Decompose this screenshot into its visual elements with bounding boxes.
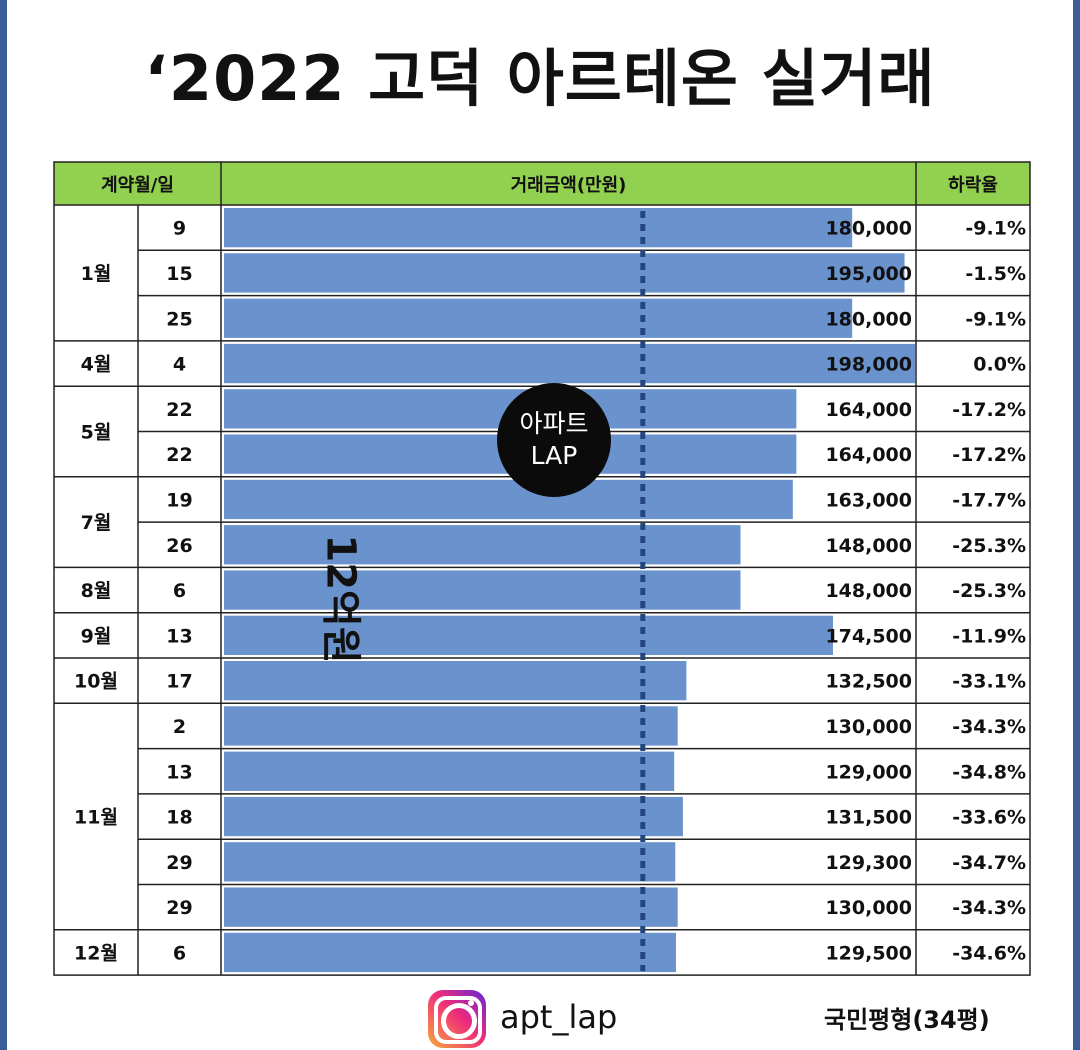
table-outline bbox=[53, 161, 1031, 976]
day-label: 22 bbox=[166, 444, 192, 466]
page-title: ‘2022 고덕 아르테온 실거래 bbox=[144, 42, 936, 115]
value-label: 130,000 bbox=[825, 897, 912, 919]
month-label: 12월 bbox=[74, 942, 118, 964]
instagram-icon-lens bbox=[441, 1003, 477, 1039]
month-label: 8월 bbox=[81, 580, 112, 602]
month-label: 10월 bbox=[74, 671, 118, 693]
apt-lap-badge: 아파트 LAP bbox=[497, 383, 611, 497]
instagram-icon-dot bbox=[468, 1000, 474, 1006]
frame-left-border bbox=[0, 0, 7, 1050]
value-label: 198,000 bbox=[825, 354, 912, 376]
value-label: 164,000 bbox=[825, 399, 912, 421]
value-label: 130,000 bbox=[825, 716, 912, 738]
header-amount: 거래금액(만원) bbox=[511, 175, 627, 196]
value-label: 195,000 bbox=[825, 263, 912, 285]
drop-rate-label: -34.7% bbox=[952, 852, 1026, 874]
value-label: 180,000 bbox=[825, 218, 912, 240]
drop-rate-label: -34.6% bbox=[952, 942, 1026, 964]
instagram-handle[interactable]: apt_lap bbox=[500, 998, 618, 1036]
day-label: 25 bbox=[166, 308, 192, 330]
drop-rate-label: -25.3% bbox=[952, 535, 1026, 557]
day-label: 9 bbox=[173, 218, 186, 240]
day-label: 22 bbox=[166, 399, 192, 421]
drop-rate-label: -33.6% bbox=[952, 807, 1026, 829]
bar bbox=[224, 796, 683, 837]
bar bbox=[224, 706, 678, 746]
day-label: 6 bbox=[173, 942, 186, 964]
instagram-icon bbox=[428, 990, 486, 1048]
drop-rate-label: -34.3% bbox=[952, 716, 1026, 738]
bar bbox=[224, 479, 793, 520]
drop-rate-label: -17.2% bbox=[952, 399, 1026, 421]
drop-rate-label: -9.1% bbox=[965, 308, 1026, 330]
drop-rate-label: -17.7% bbox=[952, 489, 1026, 511]
drop-rate-label: -34.3% bbox=[952, 897, 1026, 919]
value-label: 180,000 bbox=[825, 308, 912, 330]
value-label: 129,500 bbox=[825, 942, 912, 964]
value-label: 174,500 bbox=[825, 625, 912, 647]
day-label: 6 bbox=[173, 580, 186, 602]
value-label: 164,000 bbox=[825, 444, 912, 466]
day-label: 29 bbox=[166, 852, 192, 874]
value-label: 148,000 bbox=[825, 580, 912, 602]
month-label: 11월 bbox=[74, 807, 118, 829]
drop-rate-label: -17.2% bbox=[952, 444, 1026, 466]
day-label: 26 bbox=[166, 535, 192, 557]
day-label: 13 bbox=[166, 625, 192, 647]
day-label: 29 bbox=[166, 897, 192, 919]
value-label: 132,500 bbox=[825, 671, 912, 693]
header-drop-rate: 하락율 bbox=[948, 175, 998, 196]
bar bbox=[224, 615, 833, 655]
value-label: 129,000 bbox=[825, 761, 912, 783]
value-label: 148,000 bbox=[825, 535, 912, 557]
month-label: 5월 bbox=[81, 422, 112, 444]
footer-note: 국민평형(34평) bbox=[824, 1006, 990, 1034]
drop-rate-label: -34.8% bbox=[952, 761, 1026, 783]
drop-rate-label: -25.3% bbox=[952, 580, 1026, 602]
month-label: 9월 bbox=[81, 625, 112, 647]
frame-right-border bbox=[1073, 0, 1080, 1050]
bar bbox=[224, 932, 676, 973]
month-label: 4월 bbox=[81, 354, 112, 376]
header-date: 계약월/일 bbox=[101, 174, 174, 196]
day-label: 2 bbox=[173, 716, 186, 738]
drop-rate-label: -11.9% bbox=[952, 625, 1026, 647]
bar bbox=[224, 525, 741, 565]
bar bbox=[224, 253, 905, 293]
bar bbox=[224, 842, 676, 882]
day-label: 17 bbox=[166, 671, 192, 693]
badge-line2: LAP bbox=[530, 441, 578, 470]
value-label: 163,000 bbox=[825, 489, 912, 511]
bar bbox=[224, 887, 678, 927]
bar bbox=[224, 661, 687, 701]
instagram-icon-outline bbox=[434, 996, 482, 1044]
bar bbox=[224, 298, 853, 338]
day-label: 19 bbox=[166, 489, 192, 511]
day-label: 15 bbox=[166, 263, 192, 285]
bar bbox=[224, 208, 853, 248]
bar bbox=[224, 751, 675, 791]
value-label: 131,500 bbox=[825, 807, 912, 829]
drop-rate-label: -33.1% bbox=[952, 671, 1026, 693]
drop-rate-label: -1.5% bbox=[965, 263, 1026, 285]
reference-line-label: 12억원 bbox=[317, 534, 364, 664]
drop-rate-label: 0.0% bbox=[973, 354, 1026, 376]
day-label: 4 bbox=[173, 354, 186, 376]
bar bbox=[224, 570, 741, 610]
month-label: 1월 bbox=[81, 263, 112, 285]
value-label: 129,300 bbox=[825, 852, 912, 874]
day-label: 18 bbox=[166, 807, 192, 829]
bar bbox=[224, 343, 915, 384]
day-label: 13 bbox=[166, 761, 192, 783]
badge-line1: 아파트 bbox=[519, 409, 589, 438]
month-label: 7월 bbox=[81, 512, 112, 534]
drop-rate-label: -9.1% bbox=[965, 218, 1026, 240]
header-row-bg bbox=[54, 162, 1030, 205]
